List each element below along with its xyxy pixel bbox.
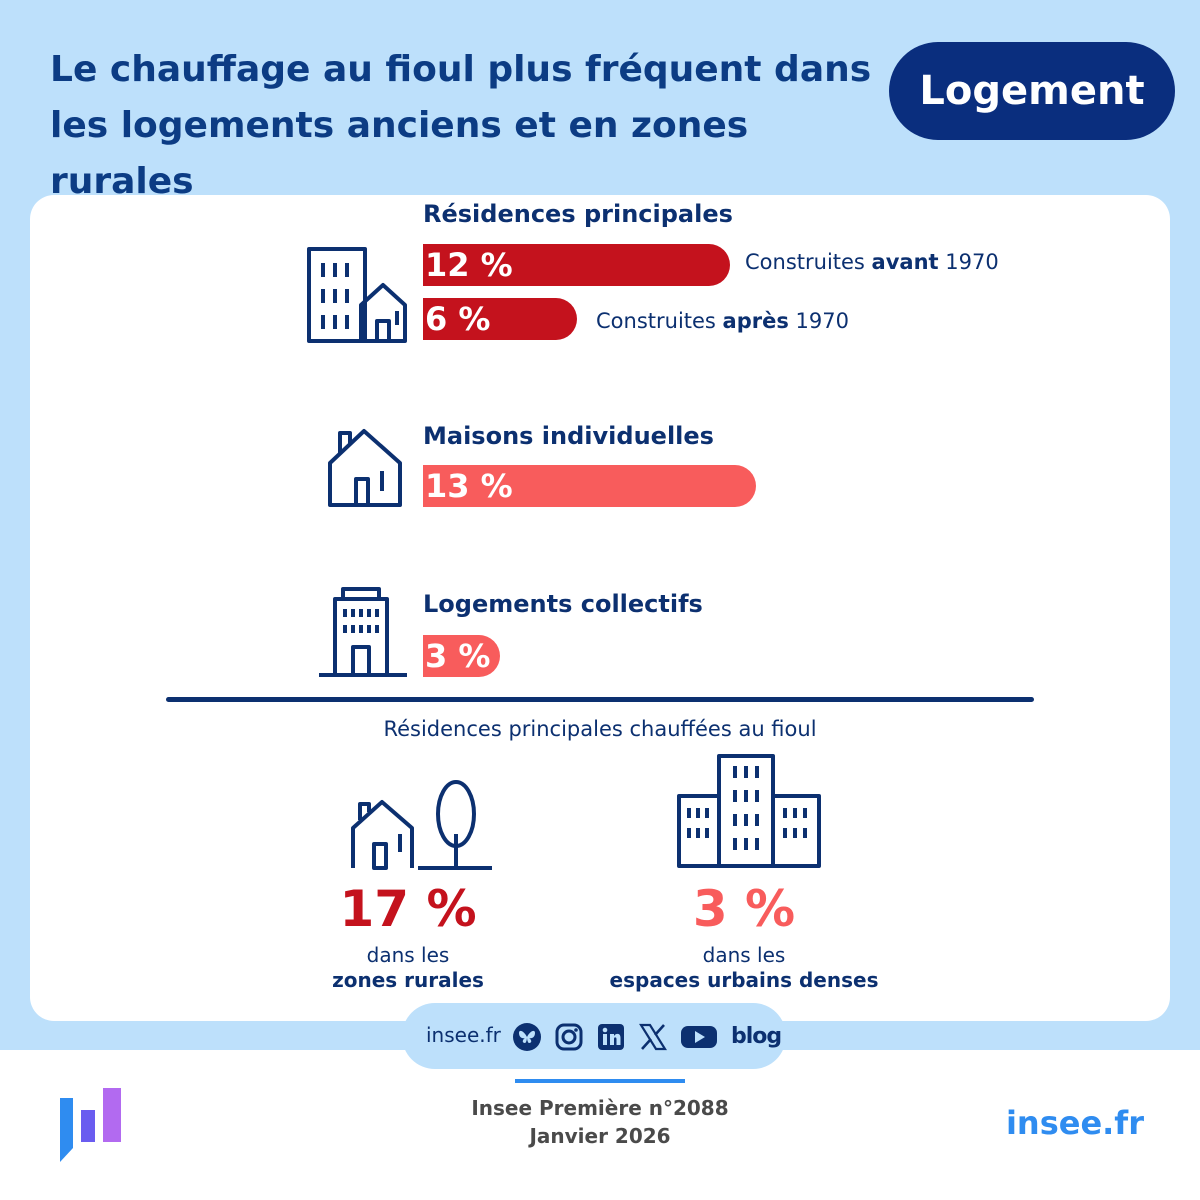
linkedin-icon[interactable] — [596, 1022, 626, 1052]
apartment-building-icon — [319, 587, 407, 677]
comparison-subtitle: Résidences principales chauffées au fiou… — [383, 717, 817, 741]
site-link[interactable]: insee.fr — [426, 1023, 501, 1047]
insee-logo-icon — [60, 1088, 121, 1162]
bar-residences-apres-1970 — [423, 298, 577, 340]
section-divider — [166, 697, 1034, 702]
publication-number: Insee Première n°2088 — [471, 1096, 729, 1120]
buildings-house-icon — [307, 247, 407, 343]
title-line-2: les logements anciens et en zones rurale… — [50, 105, 749, 202]
rural-line2: zones rurales — [332, 968, 484, 992]
bar-note-avant-1970: Construites avant 1970 — [745, 250, 999, 274]
urban-line1: dans les — [702, 943, 786, 967]
bar-logements-collectifs — [423, 635, 500, 677]
urban-line2: espaces urbains denses — [609, 968, 879, 992]
footer-site-link[interactable]: insee.fr — [1005, 1104, 1144, 1142]
bar-label-maisons: 13 % — [425, 467, 513, 505]
house-tree-icon — [351, 780, 492, 870]
publication-date: Janvier 2026 — [529, 1124, 671, 1148]
bluesky-icon[interactable] — [512, 1022, 542, 1052]
group-title-residences: Résidences principales — [423, 200, 733, 228]
blog-icon[interactable]: blog — [731, 1024, 782, 1049]
group-title-collectifs: Logements collectifs — [423, 590, 703, 618]
page-title: Le chauffage au fioul plus fréquent dans… — [50, 42, 890, 210]
bar-label-apres-1970: 6 % — [425, 300, 491, 338]
publication-info: Insee Première n°2088 Janvier 2026 — [400, 1094, 800, 1150]
footer-accent-line — [515, 1079, 685, 1083]
bar-maisons-individuelles — [423, 465, 756, 507]
youtube-icon[interactable] — [680, 1022, 718, 1052]
title-line-1: Le chauffage au fioul plus fréquent dans — [50, 49, 872, 90]
house-icon — [328, 429, 402, 507]
bar-label-avant-1970: 12 % — [425, 246, 513, 284]
rural-line1: dans les — [366, 943, 450, 967]
bar-residences-avant-1970 — [423, 244, 730, 286]
group-title-maisons: Maisons individuelles — [423, 422, 714, 450]
x-icon[interactable] — [638, 1022, 668, 1052]
infographic-card — [30, 195, 1170, 1021]
bar-label-collectifs: 3 % — [425, 637, 491, 675]
city-buildings-icon — [677, 754, 821, 868]
instagram-icon[interactable] — [554, 1022, 584, 1052]
social-links-bar: insee.fr blog — [402, 1003, 786, 1069]
urban-value: 3 % — [692, 880, 796, 938]
category-badge: Logement — [889, 42, 1175, 140]
rural-value: 17 % — [339, 880, 477, 938]
bar-note-apres-1970: Construites après 1970 — [596, 309, 849, 333]
